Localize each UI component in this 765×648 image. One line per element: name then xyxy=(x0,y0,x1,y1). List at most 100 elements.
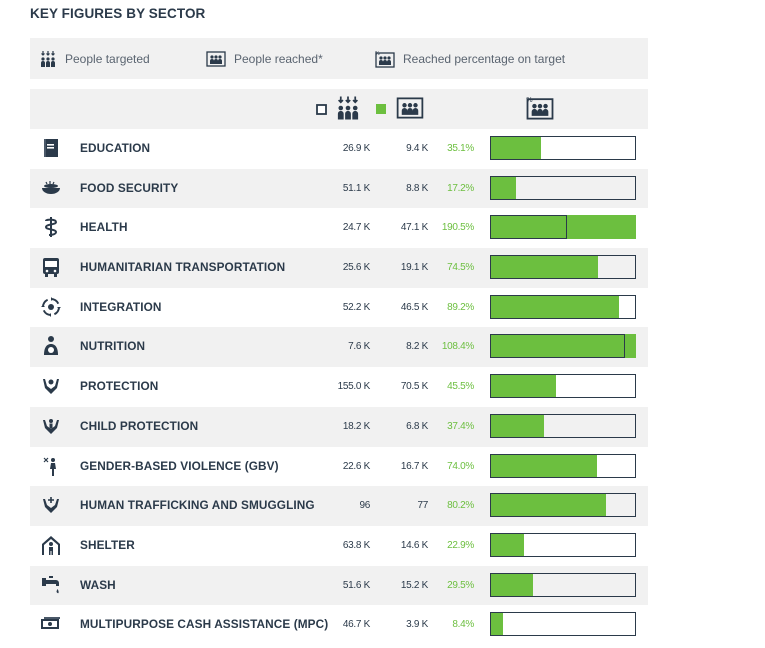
sector-label: GENDER-BASED VIOLENCE (GBV) xyxy=(80,458,279,473)
percentage-bar-fill xyxy=(491,375,557,398)
people-targeted-value: 51.6 K xyxy=(342,579,370,591)
percentage-bar xyxy=(490,255,636,280)
percentage-bar xyxy=(490,453,636,478)
percentage-bar xyxy=(490,493,636,518)
percentage-bar-fill xyxy=(491,256,598,279)
table-row: WASH 51.6 K 15.2 K 29.5% xyxy=(30,565,648,606)
people-reached-icon xyxy=(206,50,226,67)
people-reached-value: 19.1 K xyxy=(400,262,428,274)
percentage-bar-fill xyxy=(491,414,545,437)
sector-label: WASH xyxy=(80,577,116,592)
percentage-bar xyxy=(490,294,636,319)
people-reached-value: 6.8 K xyxy=(406,420,428,432)
reached-percentage-value: 35.1% xyxy=(447,143,474,154)
percentage-bar xyxy=(490,215,567,240)
percentage-bar-fill xyxy=(491,454,597,477)
legend: People targeted People reached* % Reache… xyxy=(30,38,648,79)
sector-table: EDUCATION 26.9 K 9.4 K 35.1% FOOD SECURITY 51… xyxy=(30,129,648,645)
percentage-bar xyxy=(490,532,636,557)
table-row: PROTECTION 155.0 K 70.5 K 45.5% xyxy=(30,367,648,407)
percentage-bar xyxy=(490,175,636,200)
people-targeted-value: 51.1 K xyxy=(342,182,370,194)
reached-percentage-value: 17.2% xyxy=(447,182,474,194)
sector-label: SHELTER xyxy=(80,537,135,552)
percentage-bar xyxy=(490,334,625,359)
svg-text:%: % xyxy=(375,51,380,57)
people-reached-value: 47.1 K xyxy=(400,222,428,234)
protection-hands-icon xyxy=(43,379,59,395)
table-row: GENDER-BASED VIOLENCE (GBV) 22.6 K 16.7 K 7… xyxy=(30,447,648,487)
table-row: INTEGRATION 52.2 K 46.5 K 89.2% xyxy=(30,288,648,328)
percentage-bar-fill xyxy=(491,176,516,199)
food-bowl-icon xyxy=(42,180,60,194)
percentage-bar xyxy=(490,374,636,399)
reached-percentage-icon: % xyxy=(375,51,395,68)
people-reached-value: 14.6 K xyxy=(400,539,428,551)
sector-label: PROTECTION xyxy=(80,379,159,394)
people-targeted-value: 52.2 K xyxy=(342,301,370,313)
column-header: % xyxy=(30,89,648,129)
sector-label: HEALTH xyxy=(80,220,128,235)
reached-percentage-value: 45.5% xyxy=(447,381,474,393)
sector-label: FOOD SECURITY xyxy=(80,180,179,195)
percentage-bar-fill xyxy=(491,533,524,556)
people-reached-value: 15.2 K xyxy=(400,579,428,591)
reached-percentage-value: 74.0% xyxy=(447,460,474,472)
gbv-icon xyxy=(43,457,56,476)
people-targeted-value: 25.6 K xyxy=(342,262,370,274)
people-reached-value: 3.9 K xyxy=(406,619,428,631)
legend-percentage-label: Reached percentage on target xyxy=(403,51,566,66)
bus-icon xyxy=(43,258,59,278)
reached-percentage-value: 89.2% xyxy=(447,301,474,313)
water-tap-icon xyxy=(42,575,59,593)
sector-label: MULTIPURPOSE CASH ASSISTANCE (MPC) xyxy=(80,617,329,632)
percentage-bar-fill xyxy=(491,613,503,636)
people-targeted-value: 46.7 K xyxy=(342,619,370,631)
percentage-bar-overflow xyxy=(624,334,636,359)
people-targeted-value: 18.2 K xyxy=(342,420,370,432)
percentage-bar xyxy=(490,413,636,438)
people-reached-value: 8.2 K xyxy=(406,341,428,353)
sector-label: CHILD PROTECTION xyxy=(80,418,199,433)
percentage-bar-fill xyxy=(491,573,534,596)
reached-percentage-value: 74.5% xyxy=(447,262,474,274)
trafficking-icon xyxy=(43,497,59,514)
legend-reached: People reached* xyxy=(206,38,323,79)
table-row: NUTRITION 7.6 K 8.2 K 108.4% xyxy=(30,327,648,368)
reached-percentage-value: 8.4% xyxy=(452,619,474,631)
percentage-bar-fill xyxy=(491,216,566,239)
sector-label: INTEGRATION xyxy=(80,299,162,314)
people-reached-value: 70.5 K xyxy=(400,381,428,393)
reached-swatch-icon xyxy=(376,104,386,114)
integration-icon xyxy=(41,296,61,317)
percentage-bar xyxy=(490,612,636,637)
people-targeted-value: 155.0 K xyxy=(337,381,371,393)
table-row: CHILD PROTECTION 18.2 K 6.8 K 37.4% xyxy=(30,406,648,447)
percentage-bar-overflow xyxy=(566,215,636,240)
legend-targeted-label: People targeted xyxy=(65,51,150,66)
shelter-house-icon xyxy=(42,535,60,555)
people-targeted-value: 26.9 K xyxy=(342,143,370,154)
sector-label: NUTRITION xyxy=(80,339,146,354)
people-reached-header-icon xyxy=(396,97,424,119)
people-reached-value: 46.5 K xyxy=(400,301,428,313)
table-row: MULTIPURPOSE CASH ASSISTANCE (MPC) 46.7 K… xyxy=(30,605,648,645)
people-targeted-value: 63.8 K xyxy=(342,539,370,551)
reached-percentage-value: 80.2% xyxy=(447,500,474,512)
table-row: FOOD SECURITY 51.1 K 8.8 K 17.2% xyxy=(30,168,648,209)
book-icon xyxy=(44,139,58,157)
table-row: EDUCATION 26.9 K 9.4 K 35.1% xyxy=(30,129,648,169)
targeted-swatch-icon xyxy=(316,104,327,115)
people-reached-value: 9.4 K xyxy=(406,143,428,154)
people-targeted-value: 22.6 K xyxy=(342,460,370,472)
table-row: SHELTER 63.8 K 14.6 K 22.9% xyxy=(30,526,648,566)
people-reached-value: 8.8 K xyxy=(406,182,428,194)
people-targeted-value: 24.7 K xyxy=(342,222,370,234)
health-caduceus-icon xyxy=(44,217,58,238)
reached-percentage-value: 37.4% xyxy=(447,420,474,432)
table-row: HUMANITARIAN TRANSPORTATION 25.6 K 19.1 K 7… xyxy=(30,248,648,288)
table-row: HUMAN TRAFFICKING AND SMUGGLING 96 77 80.2% xyxy=(30,486,648,526)
child-protection-icon xyxy=(43,418,59,434)
table-row: HEALTH 24.7 K 47.1 K 190.5% xyxy=(30,208,648,248)
sector-label: HUMANITARIAN TRANSPORTATION xyxy=(80,260,286,275)
